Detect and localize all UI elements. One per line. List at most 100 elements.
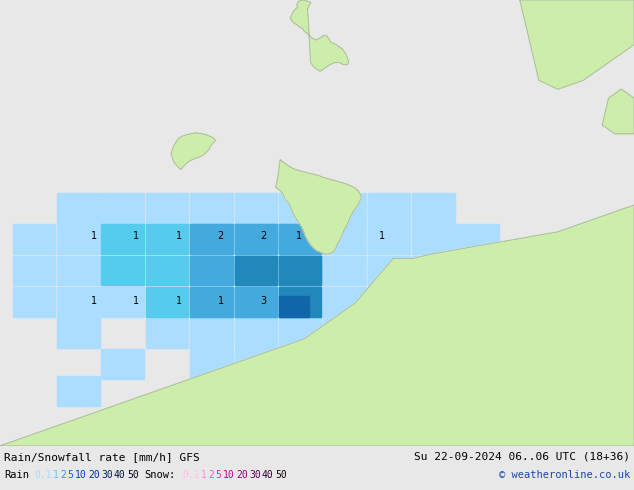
Bar (190, 224, 233, 254)
Polygon shape (520, 0, 634, 89)
Polygon shape (171, 133, 216, 170)
Text: 2: 2 (60, 470, 66, 480)
Bar (190, 287, 233, 317)
Bar (279, 255, 321, 285)
Bar (368, 287, 410, 317)
Bar (412, 224, 455, 254)
Bar (279, 224, 321, 254)
Bar (101, 255, 144, 285)
Polygon shape (0, 205, 634, 446)
Bar (323, 193, 366, 223)
Bar (190, 255, 233, 285)
Bar (101, 255, 144, 285)
Text: Su 22-09-2024 06..06 UTC (18+36): Su 22-09-2024 06..06 UTC (18+36) (414, 452, 630, 462)
Bar (101, 224, 144, 254)
Text: 0.1: 0.1 (182, 470, 200, 480)
Bar (235, 255, 277, 285)
Text: 5: 5 (216, 470, 221, 480)
Bar (456, 255, 499, 285)
Polygon shape (276, 160, 361, 254)
Bar (235, 193, 277, 223)
Bar (235, 255, 277, 285)
Bar (235, 255, 277, 285)
Bar (235, 287, 277, 317)
Bar (323, 255, 366, 285)
Polygon shape (276, 160, 361, 254)
Text: 20: 20 (236, 470, 248, 480)
Bar (57, 318, 100, 348)
Bar (57, 193, 100, 223)
Bar (279, 287, 321, 317)
Bar (190, 318, 233, 348)
Bar (101, 287, 144, 317)
Text: 1: 1 (378, 231, 385, 242)
Polygon shape (0, 205, 634, 446)
Bar (190, 255, 233, 285)
Bar (146, 287, 188, 317)
Text: 1: 1 (91, 296, 97, 306)
Bar (146, 255, 188, 285)
Bar (323, 224, 366, 254)
Text: 30: 30 (101, 470, 113, 480)
Text: 1: 1 (200, 470, 207, 480)
Bar (146, 255, 188, 285)
Text: 2: 2 (217, 231, 224, 242)
Bar (190, 255, 233, 285)
Text: 40: 40 (114, 470, 126, 480)
Text: 2: 2 (260, 231, 266, 242)
Text: 2: 2 (208, 470, 214, 480)
Text: 10: 10 (75, 470, 87, 480)
Bar (368, 255, 410, 285)
Bar (279, 287, 321, 317)
Text: © weatheronline.co.uk: © weatheronline.co.uk (499, 470, 630, 480)
Bar (235, 224, 277, 254)
Bar (146, 224, 188, 254)
Text: 1: 1 (296, 231, 302, 242)
Bar (279, 193, 321, 223)
Bar (323, 318, 366, 348)
Bar (235, 287, 277, 317)
Text: 5: 5 (67, 470, 74, 480)
Bar (279, 318, 321, 348)
Bar (146, 193, 188, 223)
Text: 40: 40 (262, 470, 274, 480)
Bar (101, 224, 144, 254)
Bar (57, 287, 100, 317)
Bar (279, 295, 309, 317)
Bar (323, 287, 366, 317)
Text: 50: 50 (275, 470, 287, 480)
Bar (146, 224, 188, 254)
Polygon shape (290, 0, 349, 72)
Text: Rain/Snowfall rate [mm/h] GFS: Rain/Snowfall rate [mm/h] GFS (4, 452, 200, 462)
Polygon shape (290, 0, 349, 72)
Text: Snow:: Snow: (144, 470, 175, 480)
Text: 1: 1 (53, 470, 58, 480)
Polygon shape (602, 89, 634, 134)
Bar (13, 287, 55, 317)
Bar (57, 376, 100, 406)
Bar (57, 224, 100, 254)
Text: 3: 3 (260, 296, 266, 306)
Text: 10: 10 (223, 470, 235, 480)
Bar (235, 287, 277, 317)
Bar (456, 224, 499, 254)
Bar (279, 224, 321, 254)
Text: 1: 1 (91, 231, 97, 242)
Bar (235, 255, 277, 285)
Bar (368, 193, 410, 223)
Bar (235, 224, 277, 254)
Text: 1: 1 (176, 231, 182, 242)
Bar (279, 224, 321, 254)
Bar (412, 255, 455, 285)
Bar (235, 224, 277, 254)
Bar (235, 349, 277, 379)
Bar (279, 376, 321, 406)
Text: 1: 1 (217, 296, 224, 306)
Polygon shape (520, 0, 634, 89)
Bar (57, 255, 100, 285)
Text: 0.1: 0.1 (34, 470, 51, 480)
Bar (190, 193, 233, 223)
Bar (279, 255, 321, 285)
Bar (146, 318, 188, 348)
Text: 50: 50 (127, 470, 139, 480)
